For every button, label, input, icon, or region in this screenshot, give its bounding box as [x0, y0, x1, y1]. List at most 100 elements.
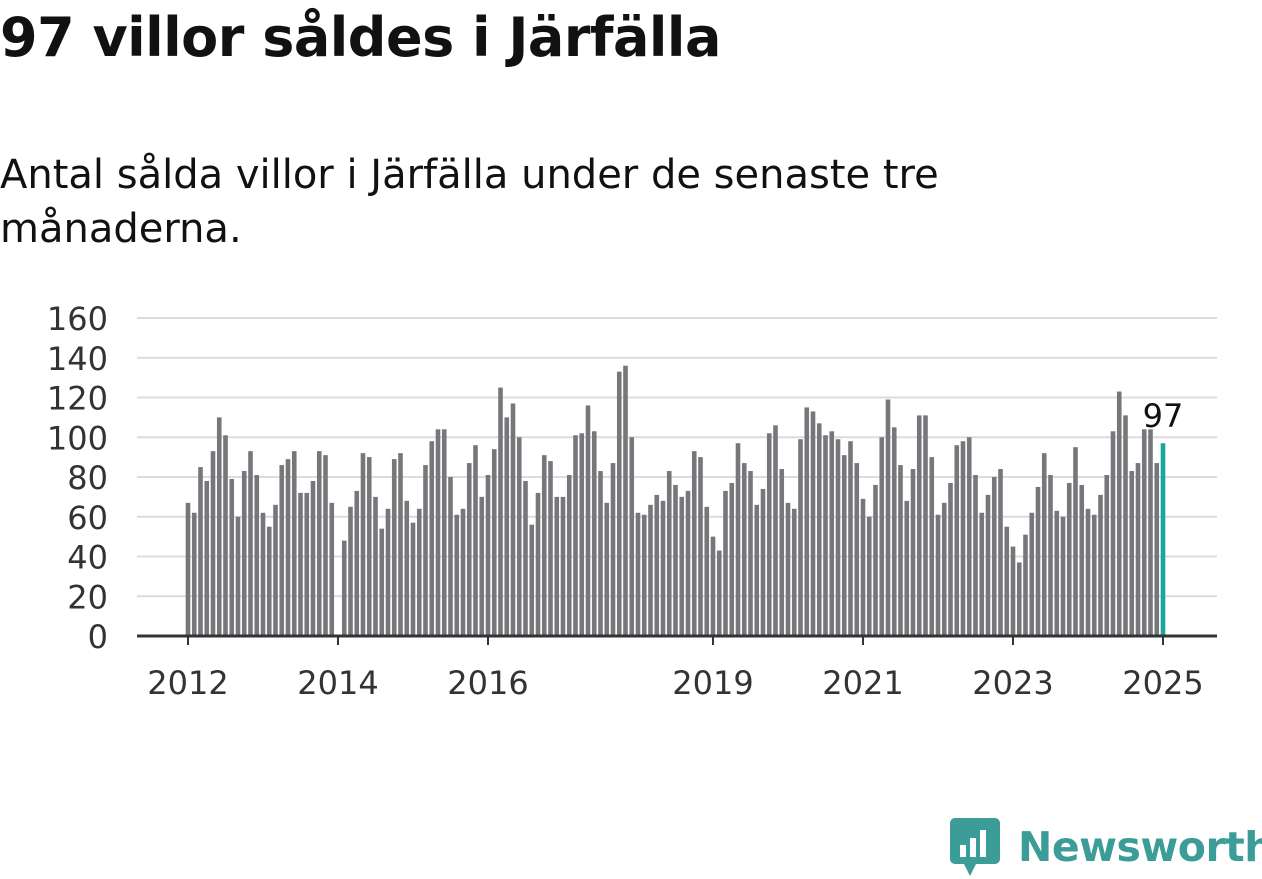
bar: [485, 475, 491, 636]
bar: [854, 463, 860, 636]
y-tick-label: 20: [67, 578, 108, 616]
bar: [654, 494, 660, 636]
bar: [1060, 516, 1066, 636]
bar: [491, 449, 497, 636]
bar: [716, 550, 722, 636]
bar: [1104, 475, 1110, 636]
x-tick-label: 2012: [147, 664, 228, 702]
bar: [348, 506, 353, 636]
bar: [1154, 463, 1160, 636]
bar: [441, 429, 447, 636]
bar: [916, 415, 922, 636]
bar: [591, 431, 597, 636]
bar: [966, 437, 972, 636]
bar: [498, 387, 503, 636]
bar: [960, 441, 966, 636]
bar: [660, 500, 666, 636]
bar: [779, 469, 785, 636]
chart-subtitle: Antal sålda villor i Järfälla under de s…: [0, 152, 939, 252]
bar: [816, 423, 822, 636]
bar: [560, 496, 566, 636]
x-tick-label: 2019: [672, 664, 753, 702]
bar: [941, 502, 947, 636]
x-axis: [137, 634, 1217, 645]
y-tick-label: 140: [47, 340, 108, 378]
bar: [241, 471, 247, 636]
bar: [510, 403, 516, 636]
bar: [1123, 415, 1128, 636]
bar: [791, 508, 797, 636]
bar: [260, 512, 266, 636]
bar: [629, 437, 635, 636]
bar: [548, 461, 553, 636]
y-tick-label: 40: [67, 539, 108, 577]
bar: [1098, 494, 1103, 636]
bar: [310, 480, 316, 636]
bar: [923, 415, 928, 636]
bar: [1016, 562, 1022, 636]
bar: [216, 417, 222, 636]
bar: [273, 504, 278, 636]
bar: [935, 514, 941, 636]
bar: [329, 502, 335, 636]
bar: [998, 469, 1003, 636]
bar: [754, 504, 760, 636]
bar: [1135, 463, 1141, 636]
bar: [766, 433, 772, 636]
bar: [979, 512, 985, 636]
bar: [423, 465, 428, 636]
annotations: 97: [1143, 397, 1184, 435]
bar: [185, 502, 191, 636]
y-tick-label: 160: [47, 300, 108, 338]
bar: [810, 411, 816, 636]
bar: [1073, 447, 1078, 636]
bar: [291, 451, 297, 636]
bar: [460, 508, 466, 636]
bar: [860, 498, 866, 636]
bar: [973, 475, 978, 636]
bar: [685, 490, 691, 636]
bar: [298, 492, 303, 636]
chart-title: 97 villor såldes i Järfälla: [0, 6, 721, 69]
bar: [760, 488, 766, 636]
bar: [735, 443, 741, 636]
bar: [698, 457, 703, 636]
x-tick-label: 2023: [972, 664, 1053, 702]
bar: [210, 451, 216, 636]
bar: [429, 441, 435, 636]
bar: [566, 475, 572, 636]
bar: [479, 496, 485, 636]
bar: [316, 451, 322, 636]
bar: [373, 496, 378, 636]
bar: [666, 471, 672, 636]
bar: [1129, 471, 1135, 636]
bar: [741, 463, 747, 636]
bar: [504, 417, 510, 636]
bar: [885, 399, 891, 636]
bar: [623, 365, 628, 636]
bar: [785, 502, 791, 636]
bar-chart-speech-bubble-icon: [950, 818, 1000, 876]
bar: [910, 469, 916, 636]
bar: [410, 522, 416, 636]
bar: [541, 455, 547, 636]
bar: [1048, 475, 1053, 636]
bar: [1035, 486, 1041, 636]
bar: [798, 439, 803, 636]
bar: [704, 506, 710, 636]
y-tick-label: 60: [67, 499, 108, 537]
bar: [254, 475, 260, 636]
bar: [266, 526, 272, 636]
bar: [204, 480, 210, 636]
highlight-value-label: 97: [1143, 397, 1184, 435]
y-tick-label: 0: [88, 618, 108, 656]
bar: [391, 459, 397, 636]
bar: [360, 453, 366, 636]
bar: [748, 471, 753, 636]
bar: [635, 512, 641, 636]
x-tick-label: 2025: [1122, 664, 1203, 702]
bar: [904, 500, 910, 636]
bar: [1141, 429, 1147, 636]
bar: [710, 536, 716, 636]
bar: [341, 540, 347, 636]
